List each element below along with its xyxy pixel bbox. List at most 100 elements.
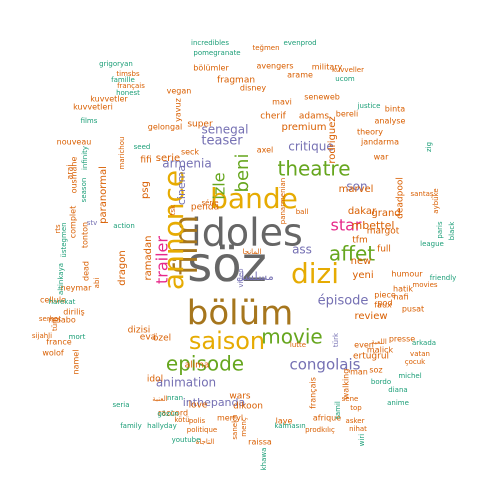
word-cloud-word: harekat: [49, 298, 76, 306]
word-cloud-word: affet: [329, 242, 375, 266]
word-cloud-word: sijahli: [32, 332, 52, 340]
word-cloud-word: congolais: [290, 356, 361, 374]
word-cloud-word: rodriguez: [327, 116, 338, 163]
word-cloud-word: türk: [332, 332, 340, 347]
word-cloud-word: grigoryan: [99, 60, 133, 68]
word-cloud-word: raissa: [248, 438, 272, 447]
word-cloud-word: tüm: [51, 317, 59, 331]
word-cloud-word: youtube: [172, 436, 201, 444]
word-cloud-word: lutte: [290, 341, 306, 349]
word-cloud-word: idoles: [191, 211, 303, 255]
word-cloud-word: مسلسل: [236, 270, 274, 283]
word-cloud-word: star: [331, 216, 362, 235]
word-cloud-word: avengers: [256, 62, 293, 71]
word-cloud-word: analyse: [375, 117, 406, 126]
word-cloud-word: dakar: [348, 206, 377, 217]
word-cloud-word: kötü: [174, 416, 189, 424]
word-cloud-word: mbettel: [352, 219, 395, 232]
word-cloud-word: seneweb: [304, 93, 340, 102]
word-cloud-word: soz: [369, 366, 382, 375]
word-cloud-word: theory: [357, 128, 383, 137]
word-cloud-word: nafi: [393, 293, 408, 302]
word-cloud-word: tsk: [169, 204, 177, 215]
word-cloud-word: marvel: [339, 184, 374, 195]
word-cloud-word: film: [167, 215, 205, 275]
word-cloud-word: nouveau: [57, 138, 92, 147]
word-cloud-word: famille: [111, 76, 135, 84]
word-cloud-word: diriliş: [63, 308, 84, 317]
word-cloud-word: family: [120, 422, 142, 430]
word-cloud-word: teaser: [201, 134, 243, 149]
word-cloud-word: adams: [299, 112, 330, 122]
word-cloud-word: seed: [134, 143, 151, 151]
word-cloud-word: santaş: [410, 190, 433, 198]
word-cloud-word: ball: [296, 208, 309, 216]
word-cloud-word: bereli: [336, 110, 358, 119]
word-cloud-word: idol: [147, 375, 163, 385]
word-cloud-word: stv: [87, 219, 98, 227]
word-cloud-word: premium: [282, 122, 327, 133]
word-cloud-word: episode: [166, 352, 244, 376]
word-cloud-word: épisode: [318, 294, 369, 309]
word-cloud-word: cinema: [175, 165, 188, 205]
word-cloud-word: piece: [374, 291, 396, 300]
word-cloud-word: armenia: [162, 157, 211, 171]
word-cloud-word: altinkaya: [57, 263, 65, 295]
word-cloud-word: ucom: [335, 75, 355, 83]
word-cloud-word: axel: [257, 146, 274, 155]
word-cloud-word: yeni: [352, 270, 373, 281]
word-cloud-word: bölüm: [187, 294, 294, 334]
word-cloud-word: wolof: [42, 349, 64, 358]
word-cloud-word: faux: [374, 301, 392, 310]
word-cloud-word: nran: [167, 394, 183, 402]
word-cloud-word: özel: [153, 334, 171, 344]
word-cloud-word: ertuğrul: [353, 352, 389, 362]
word-cloud-word: grand: [371, 208, 400, 219]
word-cloud-word: annonce: [157, 170, 190, 290]
word-cloud-word: mort: [69, 333, 86, 341]
word-cloud-word: binta: [385, 105, 406, 114]
word-cloud-word: beni: [232, 154, 253, 193]
word-cloud-word: arkada: [412, 339, 436, 347]
word-cloud-word: malick: [367, 346, 394, 355]
word-cloud-word: video: [237, 268, 245, 287]
word-cloud-word: merryl: [217, 414, 243, 423]
word-cloud-word: yavuz: [174, 98, 183, 122]
word-cloud-word: humour: [391, 270, 423, 279]
word-cloud-word: prodkılıç: [305, 426, 335, 434]
word-cloud-word: son: [346, 180, 367, 194]
word-cloud-word: films: [81, 117, 98, 125]
word-cloud-word: margot: [367, 227, 400, 237]
word-cloud-word: complet: [69, 206, 78, 238]
word-cloud-word: seck: [181, 148, 199, 157]
word-cloud-word: military: [312, 63, 343, 72]
word-cloud-word: dikoon: [233, 402, 263, 412]
word-cloud-word: pomegranate: [193, 49, 240, 57]
word-cloud-word: deadpool: [396, 177, 406, 219]
word-cloud-word: raccord: [158, 409, 188, 418]
word-cloud-word: dizisi: [128, 326, 151, 336]
word-cloud-word: vegan: [167, 87, 192, 96]
word-cloud-word: politique: [187, 426, 218, 434]
word-cloud-word: التاجاة: [196, 438, 215, 446]
word-cloud-word: paris: [436, 221, 444, 239]
word-cloud-word: dragon: [117, 250, 128, 285]
word-cloud-word: jandarma: [360, 138, 399, 147]
word-cloud-word: michel: [398, 372, 421, 380]
word-cloud-word: vatan: [410, 350, 430, 358]
word-cloud-word: timsbs: [116, 70, 140, 78]
word-cloud-word: kuvveller: [332, 66, 364, 74]
word-cloud-word: ass: [292, 243, 312, 257]
word-cloud-word: movie: [261, 325, 322, 349]
word-cloud-word: serie: [156, 153, 180, 164]
word-cloud-word: disney: [240, 84, 266, 93]
word-cloud-word: français: [117, 82, 145, 90]
word-cloud-word: war: [374, 153, 389, 162]
word-cloud-word: gelongal: [148, 123, 182, 132]
word-cloud-word: asker: [346, 417, 365, 425]
word-cloud-word: kuvvetler: [90, 95, 128, 104]
word-cloud-word: zig: [425, 142, 433, 152]
word-cloud-word: inthepanda: [183, 396, 246, 409]
